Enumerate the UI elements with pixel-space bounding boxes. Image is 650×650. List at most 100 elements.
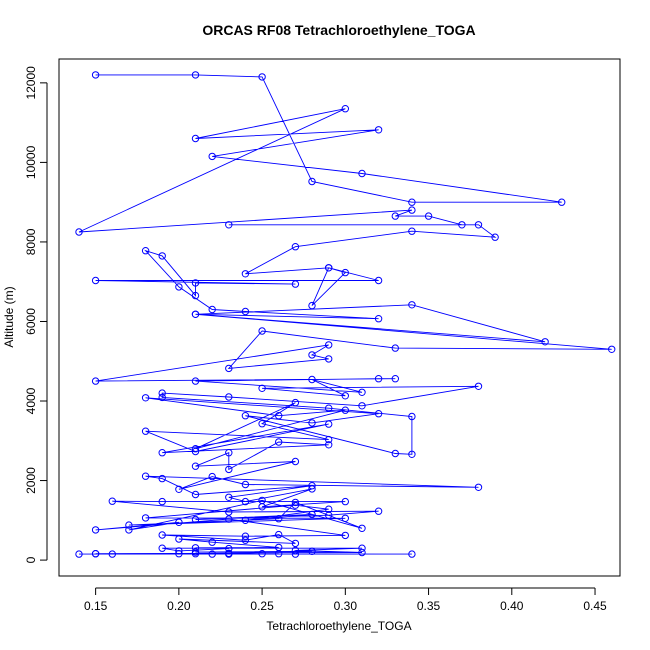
data-point (391, 375, 399, 383)
data-point (358, 169, 366, 178)
data-point (175, 535, 183, 543)
data-point (158, 393, 166, 402)
data-point (374, 507, 383, 515)
data-point (458, 221, 466, 229)
data-point (158, 544, 166, 552)
data-point (325, 441, 333, 449)
data-point (325, 420, 333, 428)
x-tick-label: 0.30 (334, 599, 358, 613)
data-point (175, 518, 183, 526)
data-point (125, 526, 133, 534)
y-axis-label: Altitude (m) (2, 286, 16, 347)
data-point (308, 177, 316, 186)
data-point (175, 283, 183, 291)
data-point (325, 355, 333, 363)
data-point (341, 268, 349, 277)
data-point (91, 550, 100, 558)
data-point (325, 404, 333, 412)
data-point (158, 449, 166, 457)
data-point (341, 392, 349, 400)
y-tick-label: 0 (24, 556, 38, 563)
data-point (275, 412, 283, 420)
data-point (208, 472, 216, 481)
data-point (191, 515, 200, 524)
data-point (225, 508, 233, 516)
data-point (424, 212, 433, 220)
data-point (91, 526, 100, 534)
data-point (408, 198, 416, 206)
data-point (275, 438, 283, 446)
data-point (358, 544, 366, 552)
y-tick-label: 8000 (24, 228, 38, 255)
data-point (258, 550, 266, 558)
data-point (191, 447, 200, 456)
data-point (341, 105, 349, 113)
data-point (408, 450, 416, 458)
data-point (308, 547, 316, 555)
data-point (291, 546, 300, 555)
data-point (225, 221, 233, 229)
data-point (291, 501, 300, 509)
series-line (78, 74, 612, 555)
data-point (241, 270, 250, 278)
data-point (308, 419, 316, 427)
data-point (325, 435, 333, 444)
y-tick-label: 12000 (24, 66, 38, 100)
data-point (291, 550, 300, 558)
data-point (241, 536, 250, 544)
data-point (91, 377, 100, 385)
data-point (208, 152, 216, 161)
data-point (191, 134, 200, 143)
data-point (308, 301, 316, 310)
data-point (141, 427, 150, 435)
data-point (391, 344, 399, 352)
data-point (308, 510, 316, 519)
data-point (275, 550, 283, 558)
data-point (158, 474, 166, 483)
data-point (308, 482, 316, 490)
data-point (358, 402, 366, 410)
data-point (291, 457, 300, 466)
data-point (241, 497, 250, 506)
data-point (408, 301, 416, 309)
y-tick-label: 10000 (24, 145, 38, 179)
data-point (241, 480, 250, 489)
data-series (75, 71, 616, 558)
data-point (141, 472, 150, 480)
data-point (291, 243, 300, 251)
data-point (175, 485, 183, 493)
data-point (191, 279, 200, 287)
data-point (191, 310, 200, 318)
data-point (125, 521, 133, 529)
data-point (358, 524, 366, 532)
x-tick-label: 0.15 (84, 599, 108, 613)
data-point (391, 449, 399, 458)
data-point (308, 375, 316, 384)
data-point (208, 305, 216, 314)
x-axis: 0.15 0.20 0.25 0.30 0.35 0.40 0.45 (84, 587, 607, 613)
data-point (291, 280, 300, 288)
data-point (275, 530, 283, 539)
data-point (75, 550, 83, 558)
data-point (541, 338, 549, 346)
data-point (474, 382, 483, 390)
data-point (325, 505, 333, 513)
data-point (191, 291, 200, 300)
data-point (474, 221, 483, 229)
data-point (191, 377, 200, 385)
data-point (241, 412, 250, 420)
data-point (474, 483, 483, 491)
data-point (191, 550, 200, 558)
data-point (158, 389, 166, 397)
data-point (241, 516, 250, 524)
data-point (191, 71, 200, 79)
data-point (158, 531, 166, 539)
data-point (258, 327, 266, 335)
data-point (341, 531, 349, 540)
x-tick-label: 0.25 (250, 599, 274, 613)
data-point (175, 550, 183, 558)
y-tick-label: 2000 (24, 467, 38, 494)
data-point (341, 497, 349, 506)
data-point (374, 276, 383, 285)
